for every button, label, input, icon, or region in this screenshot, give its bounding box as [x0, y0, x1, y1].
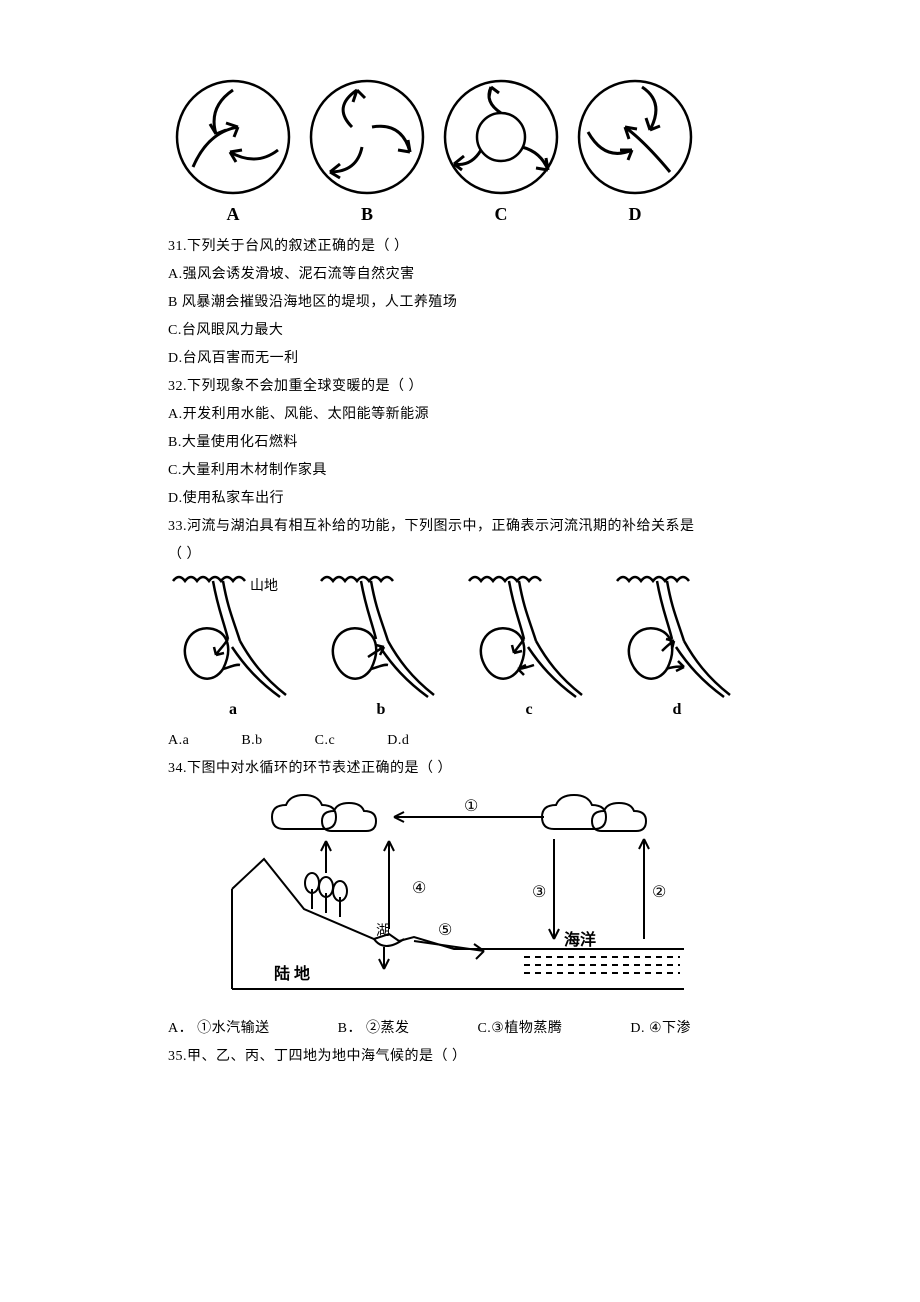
q32-opt-d: D.使用私家车出行 — [168, 485, 752, 513]
q31-opt-b: B 风暴潮会摧毁沿海地区的堤坝，人工养殖场 — [168, 289, 752, 317]
q33-fig-b-label: b — [377, 701, 386, 719]
q30-fig-b: B — [302, 72, 432, 225]
q30-figure-row: A B — [168, 72, 752, 225]
water-cycle-diagram: ① ④ ⑤ ③ ② 陆 地 湖 海洋 — [224, 789, 684, 1009]
q33-figure-wrap: 山地 — [168, 569, 752, 719]
q34-options: A． ①水汽输送 B． ②蒸发 C.③植物蒸腾 D. ④下渗 — [168, 1015, 752, 1043]
q33-opt-d: D.d — [387, 727, 409, 755]
typhoon-icon-b — [302, 72, 432, 202]
q30-fig-a: A — [168, 72, 298, 225]
q33-fig-d: d — [612, 569, 742, 719]
river-lake-icon-a — [168, 569, 298, 699]
exam-page: A B — [0, 0, 920, 1151]
q33-stem-1: 33.河流与湖泊具有相互补给的功能，下列图示中，正确表示河流汛期的补给关系是 — [168, 513, 752, 541]
q34-opt-b: B． ②蒸发 — [338, 1015, 410, 1043]
q34-opt-a: A． ①水汽输送 — [168, 1015, 270, 1043]
q34-figure: ① ④ ⑤ ③ ② 陆 地 湖 海洋 — [224, 789, 752, 1009]
q33-opt-a: A.a — [168, 727, 189, 755]
water-cycle-label-2: ② — [652, 884, 666, 901]
typhoon-icon-d — [570, 72, 700, 202]
q33-opt-c: C.c — [315, 727, 336, 755]
water-cycle-label-1: ① — [464, 798, 478, 815]
q30-fig-c: C — [436, 72, 566, 225]
water-cycle-label-5: ⑤ — [438, 922, 452, 939]
water-cycle-label-4: ④ — [412, 880, 426, 897]
q34-stem: 34.下图中对水循环的环节表述正确的是（ ） — [168, 755, 752, 783]
q30-fig-b-label: B — [361, 204, 373, 225]
q31-stem: 31.下列关于台风的叙述正确的是（ ） — [168, 233, 752, 261]
q32-opt-b: B.大量使用化石燃料 — [168, 429, 752, 457]
q31-opt-c: C.台风眼风力最大 — [168, 317, 752, 345]
q33-stem-2: （ ） — [168, 541, 752, 569]
q32-opt-a: A.开发利用水能、风能、太阳能等新能源 — [168, 401, 752, 429]
typhoon-icon-a — [168, 72, 298, 202]
q32-stem: 32.下列现象不会加重全球变暖的是（ ） — [168, 373, 752, 401]
q34-opt-d: D. ④下渗 — [630, 1015, 691, 1043]
q33-fig-c: c — [464, 569, 594, 719]
water-cycle-sea-label: 海洋 — [564, 930, 596, 949]
q33-fig-d-label: d — [673, 701, 682, 719]
q31-opt-a: A.强风会诱发滑坡、泥石流等自然灾害 — [168, 261, 752, 289]
q30-fig-d-label: D — [629, 204, 642, 225]
q33-mountain-label: 山地 — [250, 575, 278, 595]
q33-fig-a: a — [168, 569, 298, 719]
q33-fig-a-label: a — [229, 701, 237, 719]
water-cycle-lake-label: 湖 — [376, 923, 390, 939]
q34-opt-c: C.③植物蒸腾 — [477, 1015, 562, 1043]
q32-opt-c: C.大量利用木材制作家具 — [168, 457, 752, 485]
river-lake-icon-d — [612, 569, 742, 699]
q33-fig-b: b — [316, 569, 446, 719]
q30-fig-c-label: C — [495, 204, 508, 225]
q30-fig-a-label: A — [227, 204, 240, 225]
q33-opt-b: B.b — [241, 727, 262, 755]
water-cycle-land-label: 陆 地 — [274, 964, 310, 983]
q30-fig-d: D — [570, 72, 700, 225]
q33-options: A.a B.b C.c D.d — [168, 727, 752, 755]
q33-fig-c-label: c — [525, 701, 532, 719]
water-cycle-label-3: ③ — [532, 884, 546, 901]
q31-opt-d: D.台风百害而无一利 — [168, 345, 752, 373]
river-lake-icon-c — [464, 569, 594, 699]
typhoon-icon-c — [436, 72, 566, 202]
river-lake-icon-b — [316, 569, 446, 699]
q35-stem: 35.甲、乙、丙、丁四地为地中海气候的是（ ） — [168, 1043, 752, 1071]
